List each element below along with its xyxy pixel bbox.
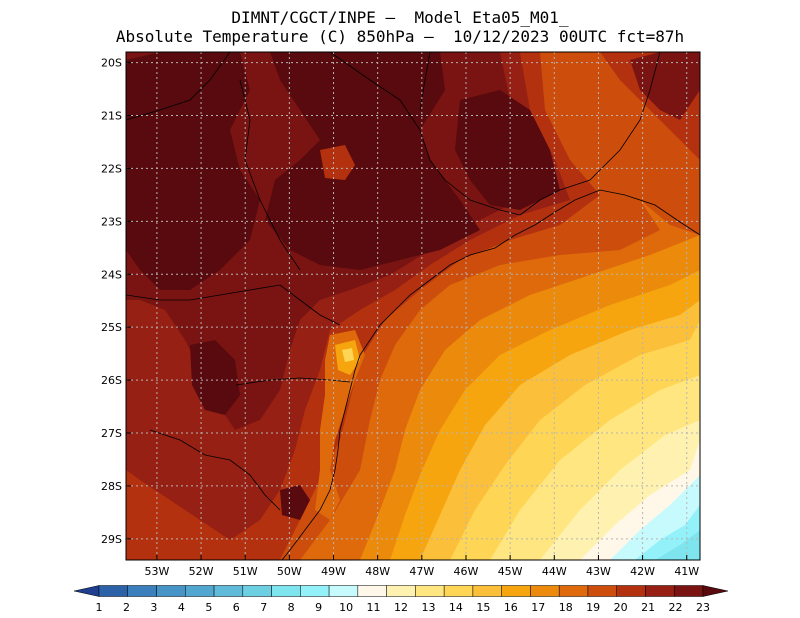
colorbar-swatch <box>357 585 387 597</box>
colorbar-label: 1 <box>96 601 103 614</box>
colorbar-label: 15 <box>476 601 490 614</box>
colorbar-swatch <box>472 585 502 597</box>
colorbar-label: 9 <box>315 601 322 614</box>
lon-label: 46W <box>454 565 479 578</box>
colorbar-label: 14 <box>449 601 463 614</box>
colorbar-swatch <box>156 585 186 597</box>
lon-label: 41W <box>674 565 699 578</box>
colorbar-label: 21 <box>641 601 655 614</box>
temp-pocket-21-west <box>148 370 175 400</box>
temp-coastal-14 <box>342 348 354 362</box>
colorbar-label: 2 <box>123 601 130 614</box>
temp-band-22-ne <box>630 52 700 120</box>
colorbar-swatch <box>501 585 531 597</box>
colorbar-swatch <box>328 585 359 597</box>
lat-label: 29S <box>101 533 122 546</box>
state-border-mg-rj-es <box>519 52 661 216</box>
temp-band-23-rio <box>455 90 560 210</box>
colorbar-label: 23 <box>696 601 710 614</box>
colorbar-swatch <box>98 585 129 597</box>
lon-label: 49W <box>321 565 346 578</box>
colorbar-label: 5 <box>205 601 212 614</box>
lon-label: 50W <box>277 565 302 578</box>
colorbar-label: 13 <box>421 601 435 614</box>
state-border-mg-sp <box>329 52 521 216</box>
colorbar-swatch <box>616 585 646 597</box>
state-border-parana <box>126 284 341 326</box>
lon-label: 43W <box>586 565 611 578</box>
lon-label: 42W <box>630 565 655 578</box>
colorbar-label: 12 <box>394 601 408 614</box>
lat-label: 28S <box>101 480 122 493</box>
lat-label: 26S <box>101 374 122 387</box>
lon-label: 51W <box>233 565 258 578</box>
state-border-sc <box>235 377 351 386</box>
temp-band-23-sw <box>190 340 240 415</box>
colorbar-swatch <box>213 585 244 597</box>
colorbar-label: 3 <box>150 601 157 614</box>
colorbar-swatch <box>185 585 215 597</box>
colorbar: 1 2 3 4 5 6 7 8 9 10 11 12 13 14 15 16 17 18 19 20 21 22 23 <box>73 585 729 614</box>
lon-label: 52W <box>189 565 214 578</box>
colorbar-swatch <box>587 585 617 597</box>
colorbar-arrow-low <box>73 585 100 597</box>
colorbar-label: 19 <box>586 601 600 614</box>
colorbar-swatch <box>443 585 474 597</box>
plot-frame <box>125 51 701 561</box>
colorbar-label: 16 <box>504 601 518 614</box>
coastline <box>281 189 700 560</box>
lat-label: 21S <box>101 110 122 123</box>
title-line-1: DIMNT/CGCT/INPE – Model Eta05_M01_ <box>231 8 569 27</box>
colorbar-swatch <box>558 585 589 597</box>
temperature-field <box>126 52 700 560</box>
colorbar-label: 8 <box>288 601 295 614</box>
colorbar-label: 7 <box>260 601 267 614</box>
lon-label: 47W <box>409 565 434 578</box>
latitude-axis: 20S 21S 22S 23S 24S 25S 26S 27S 28S 29S <box>101 57 131 546</box>
colorbar-arrow-high <box>702 585 729 597</box>
colorbar-label: 4 <box>178 601 185 614</box>
colorbar-swatch <box>645 585 675 597</box>
lon-label: 44W <box>542 565 567 578</box>
colorbar-label: 20 <box>614 601 628 614</box>
lat-label: 24S <box>101 268 122 281</box>
colorbar-label: 6 <box>233 601 240 614</box>
colorbar-swatch <box>530 585 560 597</box>
colorbar-swatch <box>242 585 272 597</box>
longitude-axis: 53W 52W 51W 50W 49W 48W 47W 46W 45W 44W 43W 42W 41W <box>144 555 699 578</box>
colorbar-label: 22 <box>669 601 683 614</box>
colorbar-swatch <box>127 585 157 597</box>
lat-label: 20S <box>101 57 122 70</box>
colorbar-swatch <box>386 585 416 597</box>
temp-band-23-west <box>126 52 260 290</box>
lon-label: 48W <box>365 565 390 578</box>
temp-band-23-south <box>280 485 310 520</box>
colorbar-swatch <box>415 585 445 597</box>
state-border-ms-north <box>126 52 231 121</box>
colorbar-label: 17 <box>531 601 545 614</box>
title-line-2: Absolute Temperature (C) 850hPa – 10/12/… <box>115 27 685 46</box>
colorbar-label: 11 <box>367 601 381 614</box>
lat-label: 22S <box>101 162 122 175</box>
grid-lines <box>126 52 700 560</box>
temp-band-8 <box>655 530 700 560</box>
temp-coastal-18 <box>315 330 365 520</box>
lat-label: 27S <box>101 427 122 440</box>
lon-label: 53W <box>144 565 169 578</box>
temp-pocket-20-north <box>320 145 355 180</box>
lon-label: 45W <box>498 565 523 578</box>
temp-band-23-central <box>265 52 480 270</box>
lat-label: 23S <box>101 215 122 228</box>
state-border-rs <box>149 429 281 511</box>
colorbar-swatch <box>673 585 704 597</box>
colorbar-swatch <box>271 585 301 597</box>
borders <box>126 52 700 560</box>
colorbar-label: 18 <box>559 601 573 614</box>
colorbar-swatch <box>300 585 330 597</box>
state-border-sp-ms <box>239 79 301 271</box>
colorbar-label: 10 <box>339 601 353 614</box>
state-border-mg-north <box>419 52 431 111</box>
lat-label: 25S <box>101 321 122 334</box>
